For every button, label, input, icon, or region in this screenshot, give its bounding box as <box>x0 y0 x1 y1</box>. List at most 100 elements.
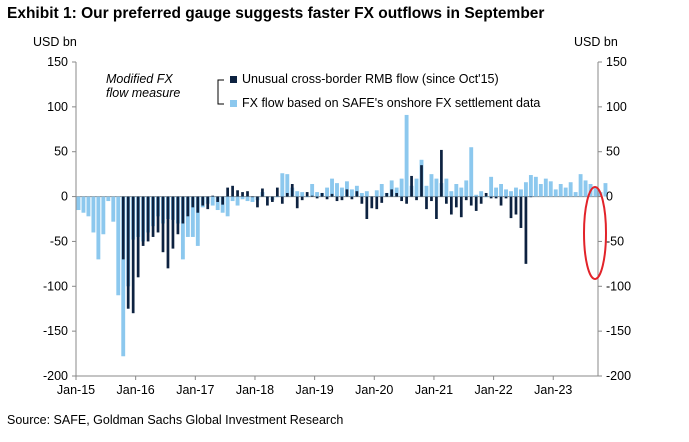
annotation-line-2: flow measure <box>106 86 181 100</box>
bar-unusual-rmb-flow <box>464 196 468 201</box>
bar-unusual-rmb-flow <box>350 196 354 200</box>
bar-safe-fx-flow <box>454 184 459 197</box>
bar-unusual-rmb-flow <box>400 196 403 202</box>
bar-unusual-rmb-flow <box>241 192 244 197</box>
y-tick-label-right: 0 <box>606 190 613 204</box>
bar-safe-fx-flow <box>345 181 349 197</box>
bar-safe-fx-flow <box>285 174 290 197</box>
bar-safe-fx-flow <box>250 196 255 202</box>
x-tick-label: Jan-16 <box>117 383 155 397</box>
bar-unusual-rmb-flow <box>295 196 299 209</box>
bar-unusual-rmb-flow <box>181 196 185 224</box>
bar-unusual-rmb-flow <box>246 191 249 197</box>
bar-unusual-rmb-flow <box>231 185 234 197</box>
bar-safe-fx-flow <box>474 194 479 197</box>
bar-unusual-rmb-flow <box>509 196 513 219</box>
y-tick-label-right: 100 <box>606 100 627 114</box>
bar-unusual-rmb-flow <box>191 196 195 208</box>
bar-unusual-rmb-flow <box>285 192 289 197</box>
bar-safe-fx-flow <box>240 196 245 200</box>
bar-safe-fx-flow <box>106 196 111 202</box>
bar-safe-fx-flow <box>121 196 126 357</box>
bar-safe-fx-flow <box>190 196 195 237</box>
highlight-ellipse <box>583 186 607 280</box>
bar-unusual-rmb-flow <box>196 196 200 213</box>
y-tick-label-right: -200 <box>606 369 631 383</box>
bar-unusual-rmb-flow <box>146 196 150 242</box>
bar-unusual-rmb-flow <box>504 196 508 199</box>
x-tick-label: Jan-20 <box>355 383 393 397</box>
bar-safe-fx-flow <box>315 192 320 197</box>
bar-unusual-rmb-flow <box>156 196 160 233</box>
bar-safe-fx-flow <box>374 190 379 197</box>
bar-unusual-rmb-flow <box>494 196 498 199</box>
bar-safe-fx-flow <box>116 196 121 296</box>
legend-label-safe: FX flow based on SAFE's onshore FX settl… <box>242 96 541 110</box>
bar-safe-fx-flow <box>533 176 538 197</box>
bar-safe-fx-flow <box>280 173 285 197</box>
bar-unusual-rmb-flow <box>186 196 190 217</box>
bar-unusual-rmb-flow <box>335 196 339 202</box>
bar-safe-fx-flow <box>359 192 364 197</box>
bar-safe-fx-flow <box>81 196 86 213</box>
right-axis-unit: USD bn <box>574 35 618 49</box>
legend-swatch-safe <box>230 99 237 107</box>
bar-unusual-rmb-flow <box>151 196 155 237</box>
bar-safe-fx-flow <box>563 187 568 197</box>
x-tick-label: Jan-19 <box>296 383 334 397</box>
bar-unusual-rmb-flow <box>325 196 329 200</box>
bar-unusual-rmb-flow <box>420 165 423 197</box>
bar-unusual-rmb-flow <box>524 196 528 264</box>
bar-safe-fx-flow <box>86 196 91 217</box>
bar-safe-fx-flow <box>528 175 533 197</box>
bar-unusual-rmb-flow <box>370 196 374 209</box>
bar-unusual-rmb-flow <box>499 196 503 206</box>
bar-unusual-rmb-flow <box>131 196 135 314</box>
bar-unusual-rmb-flow <box>206 196 210 210</box>
bar-unusual-rmb-flow <box>489 196 493 199</box>
bar-unusual-rmb-flow <box>280 196 284 204</box>
y-tick-label-right: 50 <box>606 145 620 159</box>
bar-safe-fx-flow <box>414 178 419 197</box>
bar-safe-fx-flow <box>514 187 518 197</box>
bar-unusual-rmb-flow <box>435 196 438 219</box>
left-axis-unit: USD bn <box>33 35 77 49</box>
bar-unusual-rmb-flow <box>121 196 125 260</box>
bar-safe-fx-flow <box>399 178 404 197</box>
bar-safe-fx-flow <box>349 189 354 197</box>
bar-unusual-rmb-flow <box>271 196 274 202</box>
bar-safe-fx-flow <box>464 180 469 197</box>
bar-safe-fx-flow <box>523 182 528 197</box>
bar-unusual-rmb-flow <box>261 188 264 197</box>
bar-unusual-rmb-flow <box>449 196 453 215</box>
bar-unusual-rmb-flow <box>519 196 523 228</box>
bar-unusual-rmb-flow <box>300 196 304 201</box>
bar-safe-fx-flow <box>568 182 573 197</box>
bar-safe-fx-flow <box>76 196 81 211</box>
bar-unusual-rmb-flow <box>355 191 359 197</box>
bar-safe-fx-flow <box>330 178 334 197</box>
x-tick-label: Jan-21 <box>415 383 453 397</box>
bar-unusual-rmb-flow <box>136 196 140 278</box>
bar-safe-fx-flow <box>593 187 598 197</box>
bar-unusual-rmb-flow <box>385 192 389 197</box>
x-tick-label: Jan-22 <box>474 383 512 397</box>
bar-safe-fx-flow <box>603 183 608 197</box>
bar-safe-fx-flow <box>325 187 329 197</box>
bar-safe-fx-flow <box>210 196 215 206</box>
bar-safe-fx-flow <box>379 184 384 197</box>
bar-safe-fx-flow <box>111 196 116 222</box>
bar-safe-fx-flow <box>558 184 563 197</box>
bar-unusual-rmb-flow <box>320 192 324 197</box>
y-tick-label-left: 100 <box>47 100 68 114</box>
x-tick-label: Jan-17 <box>176 383 214 397</box>
bar-safe-fx-flow <box>275 196 280 198</box>
bar-safe-fx-flow <box>340 187 344 197</box>
bar-unusual-rmb-flow <box>345 189 349 197</box>
bar-safe-fx-flow <box>215 196 220 211</box>
bar-safe-fx-flow <box>310 184 315 197</box>
bar-unusual-rmb-flow <box>454 196 458 208</box>
bar-safe-fx-flow <box>245 196 250 202</box>
bar-safe-fx-flow <box>578 174 583 197</box>
bar-safe-fx-flow <box>101 196 106 235</box>
